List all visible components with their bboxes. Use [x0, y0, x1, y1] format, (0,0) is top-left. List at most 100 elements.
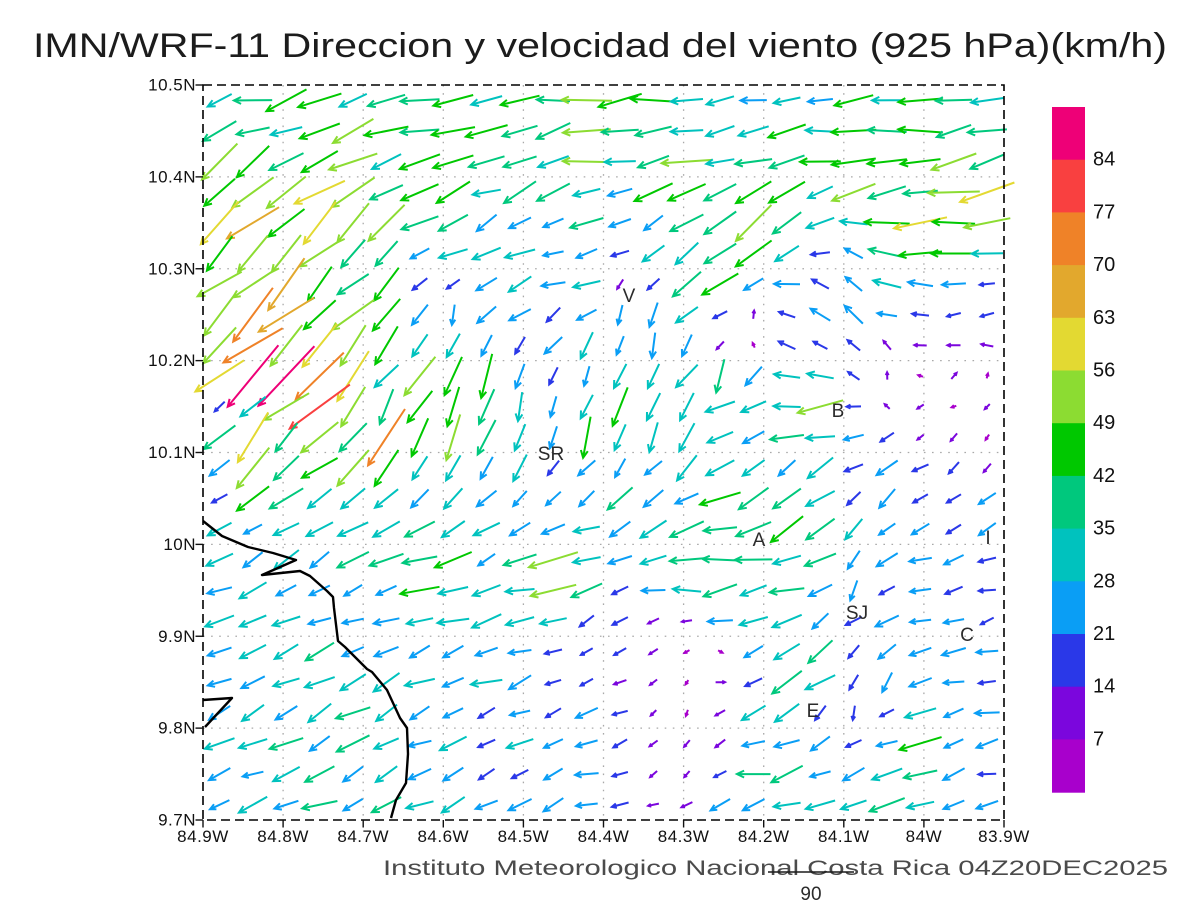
wind-arrow	[974, 648, 999, 656]
axis-ticks	[195, 84, 1005, 828]
wind-arrow	[702, 183, 737, 202]
wind-arrow	[843, 275, 863, 292]
wind-arrow	[712, 770, 727, 779]
wind-arrow	[406, 390, 434, 425]
wind-arrow	[949, 432, 958, 443]
wind-arrow	[678, 422, 696, 454]
wind-arrow	[700, 554, 739, 564]
wind-arrow	[984, 434, 990, 442]
wind-arrow	[739, 704, 767, 722]
wind-arrow	[474, 276, 498, 292]
wind-arrow	[740, 459, 766, 478]
wind-arrow	[907, 677, 933, 688]
wind-arrow	[373, 488, 399, 510]
wind-arrow	[333, 706, 371, 721]
wind-arrow	[369, 153, 402, 171]
wind-arrow	[221, 327, 284, 364]
wind-arrow	[978, 311, 995, 319]
wind-arrow	[436, 248, 468, 260]
wind-arrow	[410, 417, 430, 459]
wind-arrow	[898, 158, 941, 168]
wind-arrow	[684, 679, 690, 687]
wind-arrow	[434, 180, 471, 205]
wind-arrow	[468, 678, 503, 688]
wind-arrow	[579, 331, 594, 361]
wind-arrow	[408, 644, 431, 659]
wind-arrow	[372, 267, 400, 303]
wind-arrow	[340, 646, 365, 658]
wind-arrow	[977, 522, 997, 537]
wind-arrow	[470, 613, 502, 629]
wind-arrow	[862, 217, 910, 227]
wind-arrow	[449, 304, 457, 328]
wind-arrow	[841, 766, 865, 782]
wind-arrow	[297, 239, 341, 268]
wind-arrow	[711, 310, 728, 320]
wind-arrow	[204, 552, 234, 567]
wind-arrow	[805, 96, 834, 106]
wind-arrow	[473, 799, 499, 811]
wind-vector-field	[193, 88, 1015, 814]
wind-arrow	[411, 333, 429, 359]
coastline-path	[202, 520, 410, 819]
city-label: B	[832, 401, 845, 422]
wind-arrow	[766, 123, 807, 140]
wind-arrow	[842, 247, 864, 260]
wind-arrow	[777, 459, 797, 478]
wind-arrow	[705, 617, 733, 626]
wind-arrow	[503, 586, 535, 596]
wind-arrow	[256, 345, 316, 408]
wind-arrow	[337, 422, 368, 453]
wind-arrow	[941, 678, 965, 687]
wind-arrow	[302, 676, 336, 690]
wind-arrow	[639, 586, 666, 595]
wind-arrow	[374, 584, 397, 596]
wind-arrow	[267, 737, 304, 751]
wind-arrow	[767, 180, 806, 204]
wind-arrow	[302, 201, 337, 246]
wind-arrow	[767, 434, 805, 443]
wind-arrow	[771, 370, 801, 380]
wind-arrow	[543, 707, 562, 719]
wind-arrow	[941, 618, 965, 626]
wind-arrow	[242, 523, 263, 535]
wind-arrow	[265, 175, 307, 210]
wind-arrow	[808, 307, 831, 322]
wind-arrow	[865, 125, 907, 135]
wind-arrow	[645, 802, 660, 808]
wind-arrow	[575, 308, 597, 321]
wind-arrow	[274, 584, 297, 597]
colorbar-swatch	[1052, 370, 1085, 424]
wind-arrow	[264, 88, 307, 113]
wind-arrow	[202, 737, 235, 751]
wind-arrow	[541, 217, 564, 229]
wind-arrow	[845, 338, 861, 352]
wind-arrow	[806, 639, 834, 665]
wind-arrow	[362, 125, 409, 139]
wind-arrow	[541, 738, 564, 749]
colorbar-swatch	[1052, 107, 1085, 161]
wind-arrow	[976, 492, 997, 506]
wind-arrow	[771, 401, 801, 411]
wind-arrow	[607, 218, 632, 229]
wind-arrow	[947, 461, 960, 476]
wind-arrow	[507, 709, 531, 718]
wind-arrow	[628, 94, 677, 104]
wind-arrow	[506, 798, 533, 812]
wind-arrow	[682, 739, 691, 749]
wind-arrow	[846, 370, 861, 381]
wind-arrow	[738, 96, 767, 105]
city-label: SJ	[846, 603, 868, 624]
wind-arrow	[679, 619, 693, 624]
wind-arrow	[374, 765, 398, 784]
wind-arrow	[615, 278, 625, 291]
wind-arrow	[536, 155, 570, 169]
wind-arrow	[911, 493, 929, 504]
wind-arrow	[804, 216, 835, 230]
wind-arrow	[573, 706, 599, 719]
wind-arrow	[609, 249, 630, 258]
colorbar-label: 77	[1093, 201, 1115, 223]
wind-arrow	[751, 308, 757, 319]
wind-arrow	[939, 647, 967, 658]
